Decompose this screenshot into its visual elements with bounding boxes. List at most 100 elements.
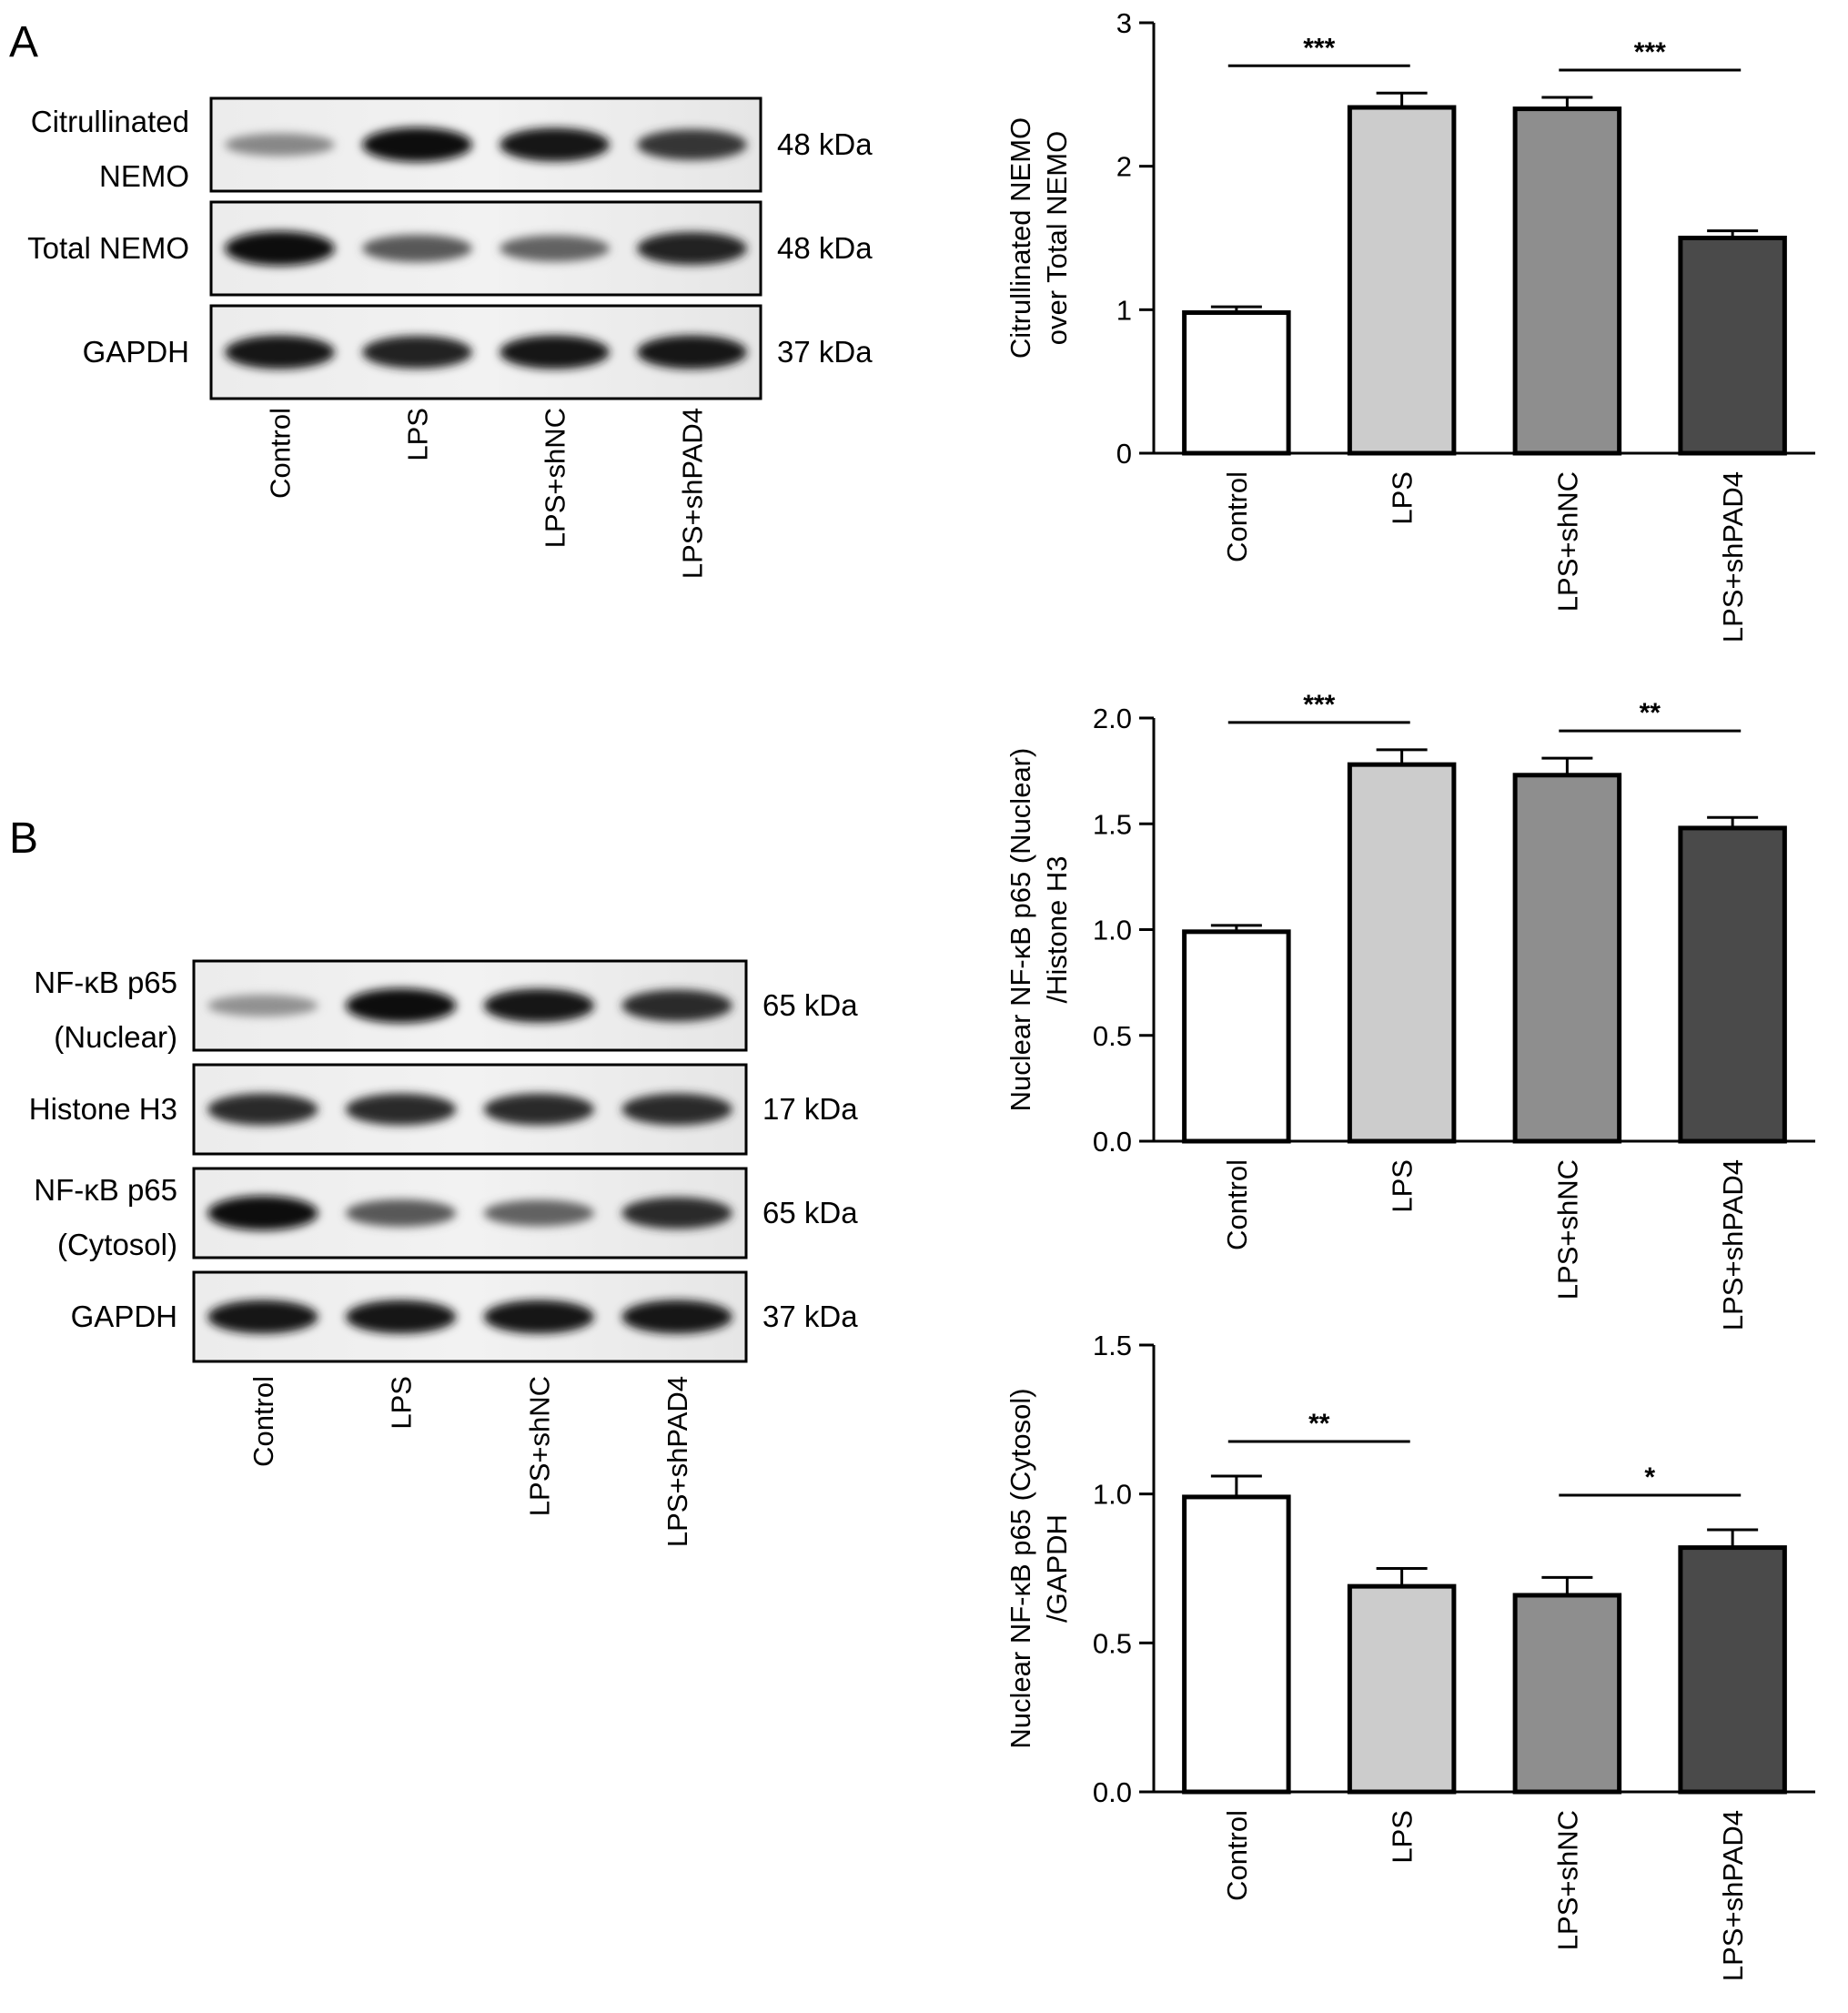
blot-band [207, 995, 318, 1017]
blot-row-label: (Cytosol) [57, 1228, 177, 1261]
y-tick-label: 0 [1116, 438, 1132, 470]
bar [1182, 309, 1291, 456]
x-tick-label: LPS+shPAD4 [1717, 1159, 1749, 1330]
blot-row-label: Histone H3 [29, 1092, 177, 1126]
bar [1182, 929, 1291, 1144]
significance-label: ** [1640, 698, 1661, 728]
y-tick-label: 0.5 [1093, 1627, 1132, 1659]
blot-row-label: NF-κB p65 [34, 1173, 177, 1207]
blot-band [500, 235, 610, 262]
y-tick-label: 0.0 [1093, 1126, 1132, 1158]
y-axis-title: Citrullinated NEMO [1005, 117, 1036, 359]
blot-row-label: GAPDH [71, 1300, 177, 1333]
bar [1347, 1583, 1457, 1795]
blot-band [362, 336, 472, 369]
blot-band [637, 232, 747, 265]
bar [1512, 106, 1622, 456]
y-tick-label: 1.0 [1093, 1479, 1132, 1511]
blot-band [621, 989, 732, 1022]
blot-row-label: GAPDH [83, 335, 189, 369]
y-tick-label: 1.5 [1093, 808, 1132, 840]
bar [1347, 105, 1457, 456]
bar [1182, 1494, 1291, 1795]
blot-band [207, 1196, 318, 1230]
x-tick-label: Control [1221, 1159, 1253, 1250]
blot-band [345, 988, 457, 1023]
blot-band [500, 127, 610, 162]
y-tick-label: 1.0 [1093, 915, 1132, 946]
western-blot-b: NF-κB p65 (Nuclear) 65 kDa Histone H3 17 kDa… [29, 959, 858, 1547]
significance-label: *** [1303, 33, 1335, 63]
molecular-weight-label: 48 kDa [777, 127, 873, 161]
y-axis-title: /Histone H3 [1041, 856, 1073, 1004]
y-tick-label: 3 [1116, 7, 1132, 39]
blot-band [207, 1300, 318, 1334]
blot-row-label: Total NEMO [27, 231, 189, 265]
y-axis-title: /GAPDH [1041, 1514, 1073, 1623]
blot-band [483, 1300, 595, 1334]
bar [1678, 1545, 1787, 1795]
panel-letter-a: A [9, 18, 38, 66]
x-tick-label: LPS+shPAD4 [1717, 1810, 1749, 1981]
blot-band [345, 1199, 457, 1227]
bar [1678, 825, 1787, 1144]
western-blot-a: Citrullinated NEMO 48 kDa Total NEMO 48 kDa G… [27, 96, 873, 579]
y-axis-title: Nuclear NF-κB p65 (Cytosol) [1005, 1388, 1036, 1748]
significance-label: *** [1634, 37, 1666, 67]
bar-chart-citrullinated-nemo: 0 1 2 3 Citrullinated NEMO over Total NEMO Con… [1005, 7, 1815, 642]
x-tick-label: LPS [1387, 1810, 1419, 1864]
bar [1512, 1593, 1622, 1795]
blot-band [500, 335, 610, 369]
blot-band [637, 335, 747, 369]
molecular-weight-label: 65 kDa [762, 1196, 858, 1229]
bar [1347, 762, 1457, 1144]
y-tick-label: 2.0 [1093, 703, 1132, 734]
blot-band [637, 129, 747, 160]
significance-label: ** [1308, 1409, 1330, 1439]
lane-label: LPS [386, 1376, 418, 1430]
blot-band [225, 335, 335, 369]
blot-band [225, 231, 335, 266]
lane-label: Control [265, 408, 297, 499]
y-axis-title: Nuclear NF-κB p65 (Nuclear) [1005, 748, 1036, 1112]
panel-letter-b: B [9, 814, 38, 863]
blot-band [362, 127, 472, 162]
x-tick-label: LPS [1387, 1159, 1419, 1213]
blot-band [621, 1197, 732, 1229]
blot-band [225, 133, 335, 157]
x-tick-label: LPS+shNC [1551, 471, 1583, 612]
y-tick-label: 2 [1116, 151, 1132, 183]
blot-row-label: (Nuclear) [54, 1020, 177, 1054]
lane-label: LPS+shNC [523, 1376, 555, 1516]
blot-band [483, 1199, 595, 1227]
x-tick-label: Control [1221, 1810, 1253, 1901]
x-tick-label: Control [1221, 471, 1253, 562]
y-tick-label: 0.5 [1093, 1020, 1132, 1052]
significance-label: *** [1303, 690, 1335, 720]
molecular-weight-label: 37 kDa [762, 1300, 858, 1333]
blot-band [345, 1093, 457, 1126]
blot-band [621, 1300, 732, 1334]
blot-row-label: Citrullinated [31, 105, 189, 138]
molecular-weight-label: 17 kDa [762, 1092, 858, 1126]
y-tick-label: 1 [1116, 294, 1132, 326]
molecular-weight-label: 65 kDa [762, 988, 858, 1022]
bar-chart-nuclear-p65: 0.0 0.5 1.0 1.5 2.0 Nuclear NF-κB p65 (Nuclea… [1005, 690, 1815, 1330]
bar [1512, 773, 1622, 1144]
blot-band [621, 1093, 732, 1126]
molecular-weight-label: 37 kDa [777, 335, 873, 369]
blot-row-label: NF-κB p65 [34, 966, 177, 999]
lane-label: LPS+shPAD4 [661, 1376, 693, 1547]
blot-band [483, 988, 595, 1023]
x-tick-label: LPS [1387, 471, 1419, 525]
lane-label: Control [247, 1376, 279, 1467]
blot-band [345, 1300, 457, 1334]
blot-band [483, 1093, 595, 1126]
molecular-weight-label: 48 kDa [777, 231, 873, 265]
y-tick-label: 1.5 [1093, 1330, 1132, 1361]
lane-label: LPS+shNC [540, 408, 571, 548]
bar-chart-cytosol-p65: 0.0 0.5 1.0 1.5 Nuclear NF-κB p65 (Cytosol) /… [1005, 1330, 1815, 1981]
x-tick-label: LPS+shNC [1551, 1159, 1583, 1300]
blot-band [362, 235, 472, 262]
